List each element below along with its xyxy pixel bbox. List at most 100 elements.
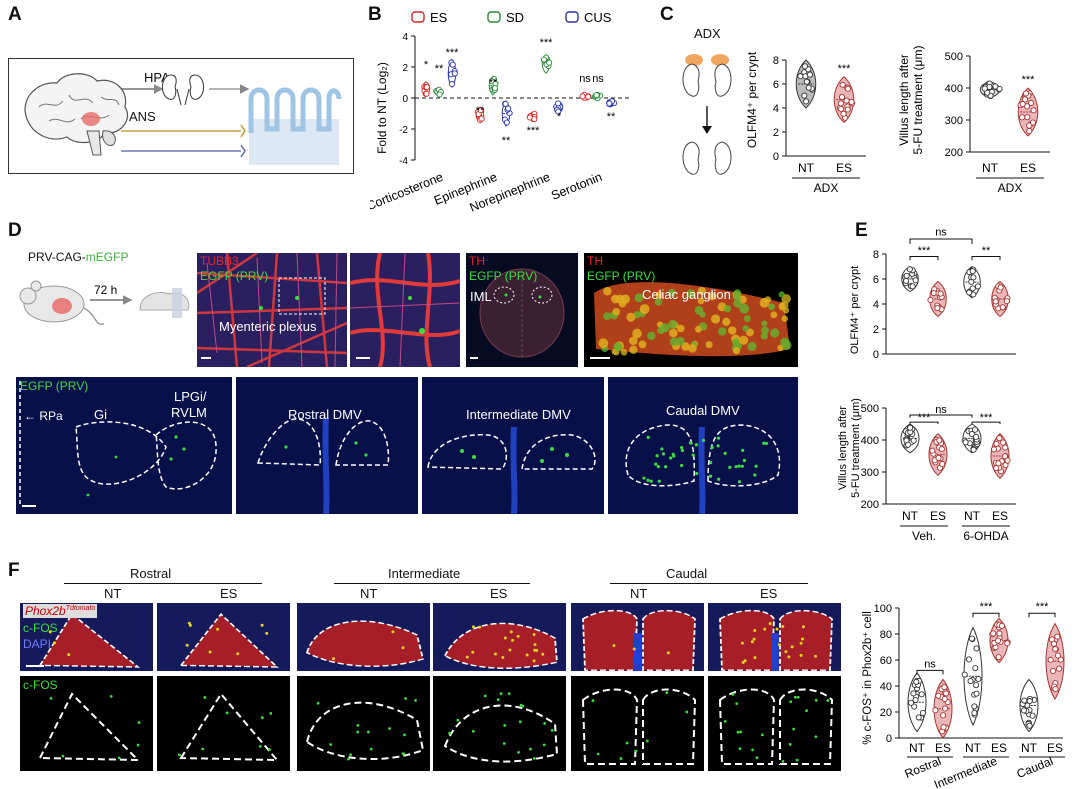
legend-swatch-sd <box>487 11 501 23</box>
e-ylabel2b: 5-FU treatment (μm) <box>850 398 862 498</box>
region-caudal: Caudal <box>666 566 708 581</box>
e1-violin-1 <box>927 280 947 318</box>
rostral-dmv-image: Rostral DMV <box>236 377 418 514</box>
f-group-3: ES <box>991 741 1007 755</box>
legend-swatch-cus <box>565 11 579 23</box>
col-nt-1: NT <box>104 586 122 601</box>
f-group-2: NT <box>965 741 982 755</box>
e-ytick2: 400 <box>861 435 879 447</box>
myenteric-zoom-image <box>350 253 460 367</box>
prv-schematic: PRV-CAG-mEGFP 72 h <box>14 250 194 340</box>
egfp-label-3: EGFP (PRV) <box>587 269 656 283</box>
b-violin-epinephrine-sd <box>488 75 499 96</box>
iml-image: TH EGFP (PRV) IML <box>466 253 578 367</box>
f-dapi-label: DAPI <box>23 637 52 651</box>
c-ytick1: 0 <box>773 151 779 163</box>
e-ytick2: 500 <box>861 403 879 415</box>
e-group-1: ES <box>930 509 946 523</box>
f-violin-4 <box>1019 678 1039 733</box>
b-ytick: -4 <box>399 156 408 167</box>
b-sig: *** <box>527 125 541 137</box>
b-violin-serotonin-cus <box>606 98 618 108</box>
e2-violin-0 <box>900 423 920 454</box>
caudal-dmv-image: Caudal DMV <box>608 377 798 514</box>
b-violin-corticosterone-cus <box>447 58 458 89</box>
c-ytick2: 300 <box>945 115 963 127</box>
c-ylabel2b: 5-FU treatment (μm) <box>911 46 925 155</box>
c1-violin-es <box>833 76 856 124</box>
e-treat-6ohda: 6-OHDA <box>963 529 1008 543</box>
f-image-intermediate-nt-bottom <box>297 676 430 771</box>
rostral-dmv-label: Rostral DMV <box>288 407 362 422</box>
iml-label: IML <box>470 289 492 304</box>
c2-group-nt: NT <box>982 161 999 175</box>
f-violin-3 <box>989 617 1011 664</box>
c-sig1: *** <box>838 63 852 75</box>
c1-group-nt: NT <box>798 161 815 175</box>
egfp-label-1: EGFP (PRV) <box>200 269 269 283</box>
c2-group-label: ADX <box>998 181 1023 195</box>
f-group-0: NT <box>909 741 926 755</box>
f-violin-2 <box>961 626 983 727</box>
region-rostral: Rostral <box>130 566 172 581</box>
c-ylabel2a: Villus length after <box>897 54 911 146</box>
adrenal-left-icon <box>685 54 703 66</box>
myenteric-label: Myenteric plexus <box>219 319 317 334</box>
e2-violin-3 <box>990 432 1011 480</box>
scale-bar <box>26 665 44 667</box>
scale-bar <box>470 357 478 359</box>
f-sig: *** <box>1036 601 1050 613</box>
b-violin-norepinephrine-cus <box>553 100 564 115</box>
panel-label-a: A <box>8 4 22 25</box>
f-image-caudal-es-top <box>708 603 841 671</box>
b-sig: * <box>557 111 562 123</box>
b-sig: ** <box>435 63 444 75</box>
b-sig: *** <box>446 47 460 59</box>
b-category-corticosterone: Corticosterone <box>370 170 445 213</box>
lpgi-label: LPGi/ <box>174 389 207 404</box>
c1-group-label: ADX <box>814 181 839 195</box>
caudal-dmv-label: Caudal DMV <box>666 403 740 418</box>
b-category-serotonin: Serotonin <box>549 170 604 203</box>
e-ytick2: 200 <box>861 499 879 511</box>
f-image-rostral-nt-bottom: c-FOS <box>20 676 153 771</box>
f-ytick: 20 <box>880 707 892 719</box>
f-image-rostral-nt-top: Phox2bTdtomato c-FOS DAPI <box>20 603 153 671</box>
b-violin-norepinephrine-es <box>526 110 538 123</box>
adx-schematic: ADX <box>672 26 742 186</box>
egfp-label-2: EGFP (PRV) <box>469 269 538 283</box>
intermediate-dmv-label: Intermediate DMV <box>466 407 571 422</box>
e1-violin-3 <box>991 280 1011 318</box>
b-sig: ns <box>579 73 591 85</box>
f-sig: ns <box>924 658 936 670</box>
e-sig: ns <box>935 228 947 238</box>
e-ytick1: 2 <box>873 324 879 336</box>
c-ytick2: 200 <box>945 147 963 159</box>
f-xcat-2: Caudal <box>1015 754 1056 781</box>
gi-label: Gi <box>94 407 107 422</box>
b-violin-serotonin-sd <box>591 91 604 102</box>
brain-section-icon <box>139 288 190 318</box>
adrenal-right-icon <box>711 54 729 66</box>
b-sig: *** <box>540 37 554 49</box>
e-ytick1: 0 <box>873 349 879 361</box>
b-sig: ** <box>489 77 498 89</box>
b-sig: ns <box>592 73 604 85</box>
f-violin-1 <box>932 678 953 739</box>
b-ylabel: Fold to NT (Log₂) <box>375 62 389 154</box>
f-ytick: 0 <box>886 733 892 745</box>
legend-cus: CUS <box>584 10 612 25</box>
brain-illustration <box>24 73 129 156</box>
f-xcat-1: Intermediate <box>932 754 999 788</box>
th-label-1: TH <box>469 254 485 268</box>
b-sig: ** <box>502 135 511 147</box>
brain-gut-schematic: HPA ANS <box>24 70 342 165</box>
egfp-label-4: EGFP (PRV) <box>20 379 89 393</box>
c1-violin-nt <box>795 59 817 109</box>
e2-violin-2 <box>961 423 982 454</box>
b-violin-norepinephrine-sd <box>541 53 553 74</box>
celiac-ganglion-image: TH EGFP (PRV) Celiac ganglion <box>584 253 798 367</box>
b-ytick: -2 <box>399 125 408 136</box>
b-violin-epinephrine-es <box>474 106 485 124</box>
